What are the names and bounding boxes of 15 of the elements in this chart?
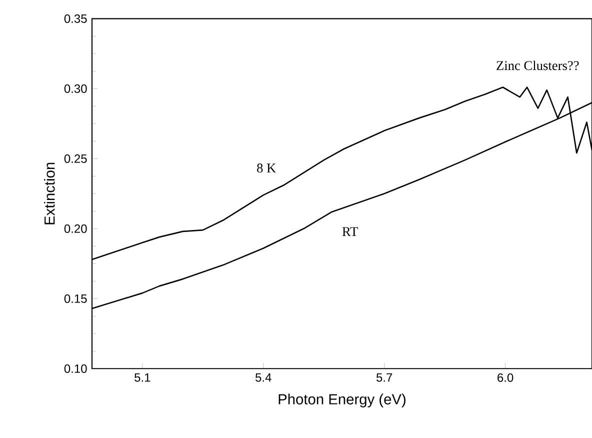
y-tick-label: 0.20 (64, 224, 87, 233)
x-axis-title: Photon Energy (eV) (278, 394, 406, 408)
y-tick-label: 0.25 (64, 154, 87, 163)
y-tick-label: 0.15 (64, 294, 87, 303)
y-tick-label: 0.10 (64, 364, 87, 373)
y-tick-label: 0.30 (64, 84, 87, 93)
x-tick-label: 5.1 (134, 373, 150, 382)
annotation: 8 K (257, 164, 276, 173)
x-tick-label: 5.4 (256, 373, 272, 382)
annotation: RT (342, 227, 358, 236)
annotation: Zinc Clusters?? (496, 60, 579, 70)
x-tick-label: 5.7 (376, 373, 392, 382)
y-tick-label: 0.35 (64, 14, 87, 23)
y-axis-title: Extinction (44, 162, 55, 224)
x-tick-label: 6.0 (498, 373, 514, 382)
